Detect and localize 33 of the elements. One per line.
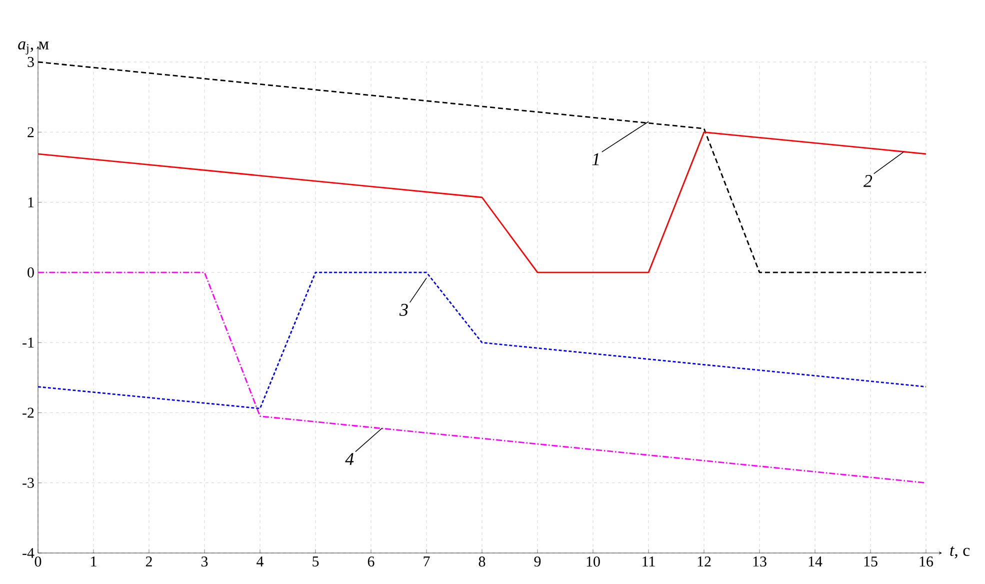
annotation: 4 — [345, 453, 354, 465]
x-tick-label: 2 — [146, 556, 152, 566]
x-tick-label: 12 — [698, 556, 711, 566]
annotation: 3 — [399, 304, 408, 316]
x-tick-label: 11 — [642, 556, 655, 566]
annotation: 1 — [592, 153, 599, 166]
x-tick-label: 16 — [920, 556, 934, 567]
x-axis-title: t, с — [950, 546, 970, 558]
x-tick-label: 1 — [91, 556, 96, 566]
x-tick-label: 15 — [864, 556, 878, 567]
y-tick-label: 1 — [28, 197, 34, 208]
y-tick-label: -4 — [22, 548, 34, 558]
x-tick-label: 0 — [34, 556, 42, 567]
y-tick-label: 0 — [28, 267, 34, 278]
y-tick-label: 2 — [28, 127, 34, 138]
x-tick-label: 14 — [808, 556, 822, 566]
y-tick-label: 3 — [28, 56, 34, 68]
x-tick-label: 8 — [478, 556, 486, 567]
annotation: 2 — [863, 175, 872, 187]
x-tick-label: 7 — [424, 556, 430, 566]
line-series — [37, 272, 927, 410]
y-tick-label: -2 — [22, 408, 34, 418]
x-tick-label: 3 — [201, 556, 208, 567]
y-axis-title: a$_{j}$, м — [18, 41, 49, 54]
x-tick-label: 6 — [368, 556, 374, 567]
y-tick-label: -3 — [22, 478, 34, 488]
y-tick-label: -1 — [22, 338, 34, 348]
x-tick-label: 5 — [312, 556, 319, 566]
line-series — [37, 131, 927, 274]
x-tick-label: 9 — [534, 556, 541, 567]
x-tick-label: 4 — [256, 556, 264, 566]
x-tick-label: 10 — [586, 556, 600, 567]
x-tick-label: 13 — [753, 556, 766, 567]
